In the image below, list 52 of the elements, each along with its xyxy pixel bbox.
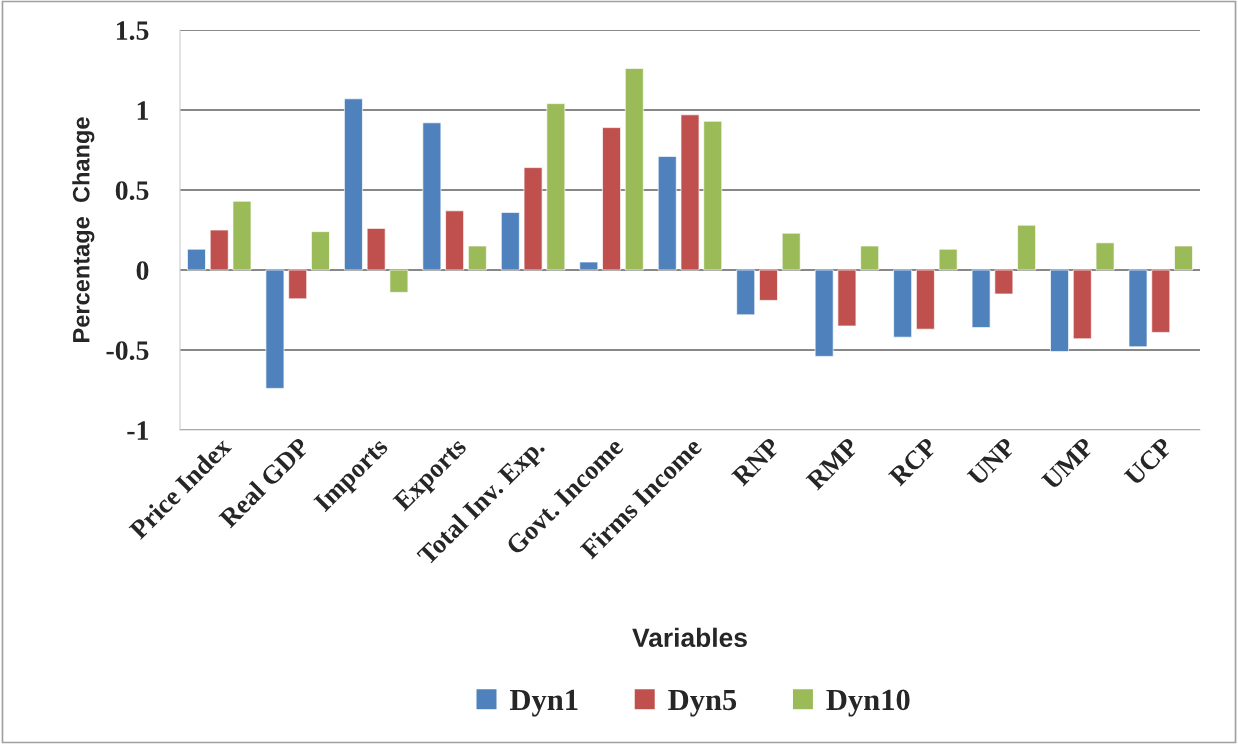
bar: [232, 200, 252, 271]
bar: [860, 245, 880, 271]
bar: [703, 120, 723, 271]
bar: [546, 103, 566, 271]
bar: [1095, 242, 1115, 271]
bar: [624, 68, 644, 271]
x-tick-label: UNP: [966, 436, 1017, 487]
bar: [209, 229, 229, 271]
y-tick-label: 0.5: [115, 181, 149, 201]
y-tick-label: -1: [127, 421, 149, 440]
bar: [916, 269, 935, 330]
bar: [1017, 224, 1036, 271]
bar: [759, 269, 778, 301]
bar: [1072, 269, 1092, 340]
y-tick-label: 1.5: [116, 21, 149, 41]
bar: [311, 231, 330, 271]
bar: [344, 98, 363, 271]
bar: [468, 245, 487, 271]
legend-label: Dyn10: [826, 689, 910, 717]
bar: [657, 156, 677, 271]
bar: [736, 269, 756, 316]
x-axis-title: Variables: [632, 627, 747, 648]
bar: [422, 122, 442, 271]
x-tick-label: UCP: [1123, 436, 1174, 487]
y-axis-title: Percentage Change: [72, 117, 95, 342]
y-tick-label: -0.5: [106, 341, 149, 361]
bar: [602, 127, 621, 271]
bar: [523, 167, 543, 271]
bar: [445, 210, 464, 271]
bar: [1128, 269, 1148, 348]
bar: [265, 269, 285, 389]
bar: [187, 248, 206, 271]
bar: [500, 212, 520, 271]
bar: [971, 269, 991, 328]
legend-label: Dyn1: [509, 689, 578, 717]
bar: [1050, 269, 1069, 352]
y-tick-label: 1: [137, 101, 149, 120]
bar: [366, 228, 386, 271]
legend-label: Dyn5: [668, 689, 737, 717]
bar: [680, 114, 700, 271]
y-tick-label: 0: [136, 261, 149, 280]
bar: [994, 269, 1014, 295]
bar: [288, 269, 308, 300]
bar: [579, 261, 599, 271]
bar: [389, 269, 409, 293]
bar: [893, 269, 912, 338]
bar: [781, 232, 801, 271]
bar: [1174, 245, 1193, 271]
bar: [938, 248, 958, 271]
bar: [814, 269, 834, 357]
bar: [1151, 269, 1171, 333]
bar: [837, 269, 857, 327]
